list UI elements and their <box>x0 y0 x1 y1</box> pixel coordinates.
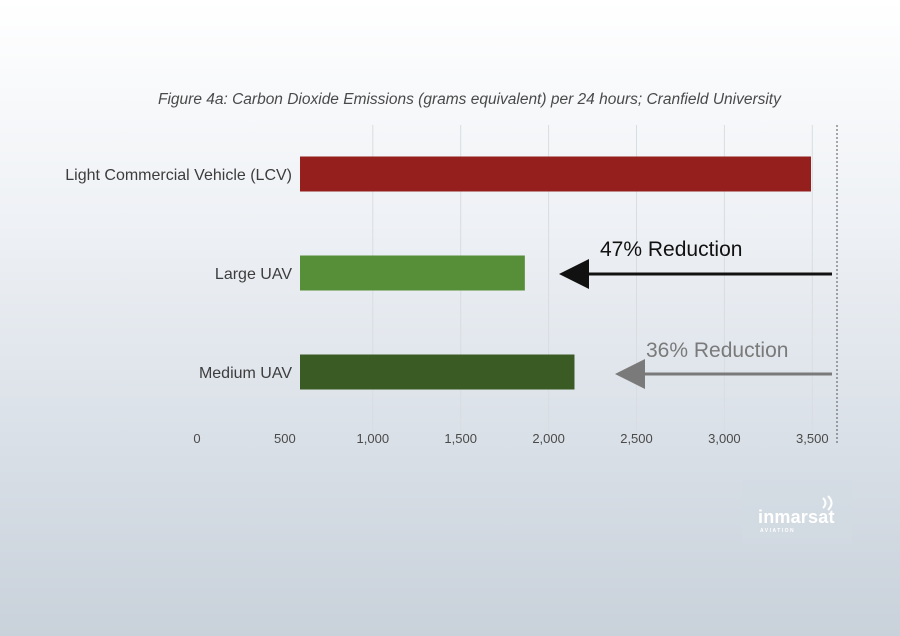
annotations: 47% Reduction 36% Reduction <box>559 238 832 389</box>
annotation-label: 47% Reduction <box>600 238 742 261</box>
x-tick-label: 500 <box>274 431 296 446</box>
logo-subtitle: AVIATION <box>760 528 796 534</box>
x-tick-label: 3,000 <box>708 431 741 446</box>
category-label: Light Commercial Vehicle (LCV) <box>65 167 292 184</box>
bar <box>300 255 525 291</box>
chart-title: Figure 4a: Carbon Dioxide Emissions (gra… <box>158 91 781 108</box>
x-tick-label: 2,500 <box>620 431 653 446</box>
category-label: Medium UAV <box>199 365 292 382</box>
annotation-label: 36% Reduction <box>646 339 788 362</box>
inmarsat-logo: inmarsat AVIATION <box>742 480 852 544</box>
x-tick-label: 1,500 <box>444 431 477 446</box>
x-tick-label: 3,500 <box>796 431 829 446</box>
signal-waves-icon <box>822 495 833 511</box>
bars <box>300 156 811 390</box>
x-axis-ticks: 0 500 1,000 1,500 2,000 2,500 3,000 3,500 <box>193 431 828 446</box>
category-labels: Light Commercial Vehicle (LCV) Large UAV M… <box>65 167 292 382</box>
bar <box>300 354 575 390</box>
x-tick-label: 1,000 <box>357 431 390 446</box>
x-tick-label: 2,000 <box>532 431 565 446</box>
x-tick-label: 0 <box>193 431 200 446</box>
bar <box>300 156 811 192</box>
category-label: Large UAV <box>215 266 292 283</box>
logo-wordmark: inmarsat <box>758 507 835 527</box>
